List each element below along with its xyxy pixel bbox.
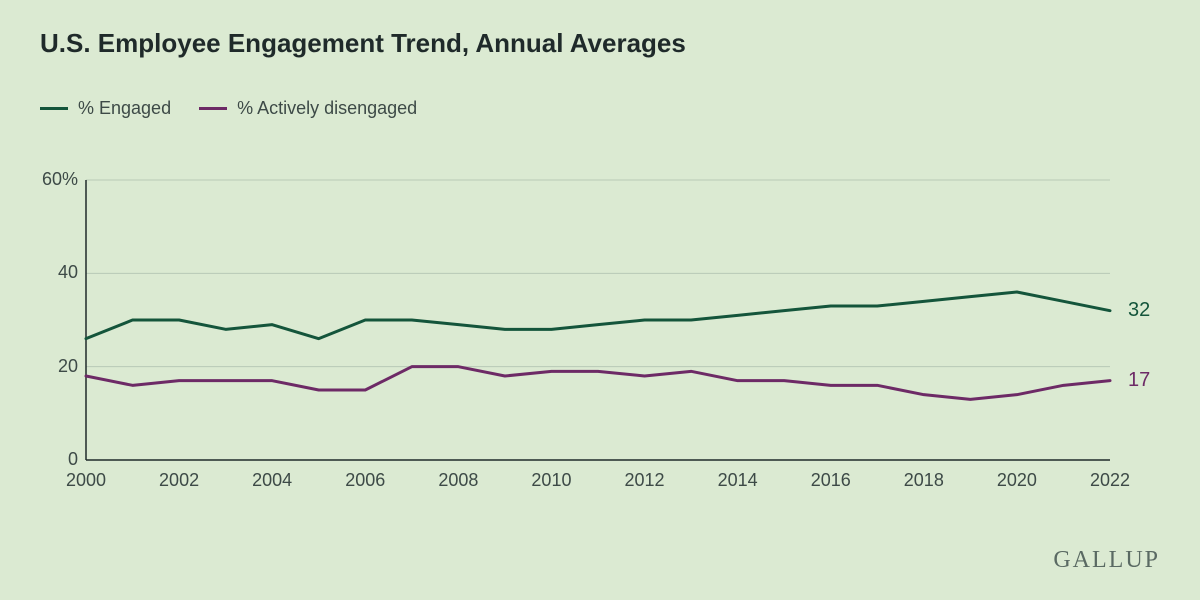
- x-tick-label: 2000: [56, 470, 116, 491]
- x-tick-label: 2004: [242, 470, 302, 491]
- x-tick-label: 2012: [615, 470, 675, 491]
- legend-item: % Actively disengaged: [199, 98, 417, 119]
- legend-label: % Engaged: [78, 98, 171, 119]
- plot-svg: [86, 180, 1110, 460]
- chart-container: U.S. Employee Engagement Trend, Annual A…: [0, 0, 1200, 600]
- y-tick-label: 60%: [28, 169, 78, 190]
- x-tick-label: 2016: [801, 470, 861, 491]
- x-tick-label: 2006: [335, 470, 395, 491]
- x-tick-label: 2020: [987, 470, 1047, 491]
- plot-area: [86, 180, 1110, 460]
- x-tick-label: 2014: [708, 470, 768, 491]
- series-end-label: 17: [1128, 369, 1150, 392]
- legend: % Engaged % Actively disengaged: [40, 98, 417, 119]
- x-tick-label: 2018: [894, 470, 954, 491]
- x-tick-label: 2010: [521, 470, 581, 491]
- series-end-label: 32: [1128, 299, 1150, 322]
- legend-swatch: [199, 107, 227, 110]
- legend-swatch: [40, 107, 68, 110]
- x-tick-label: 2008: [428, 470, 488, 491]
- legend-item: % Engaged: [40, 98, 171, 119]
- y-tick-label: 40: [28, 262, 78, 283]
- y-tick-label: 20: [28, 356, 78, 377]
- legend-label: % Actively disengaged: [237, 98, 417, 119]
- attribution-logo: GALLUP: [1053, 547, 1160, 574]
- chart-title: U.S. Employee Engagement Trend, Annual A…: [40, 28, 686, 59]
- x-tick-label: 2022: [1080, 470, 1140, 491]
- x-tick-label: 2002: [149, 470, 209, 491]
- y-tick-label: 0: [28, 449, 78, 470]
